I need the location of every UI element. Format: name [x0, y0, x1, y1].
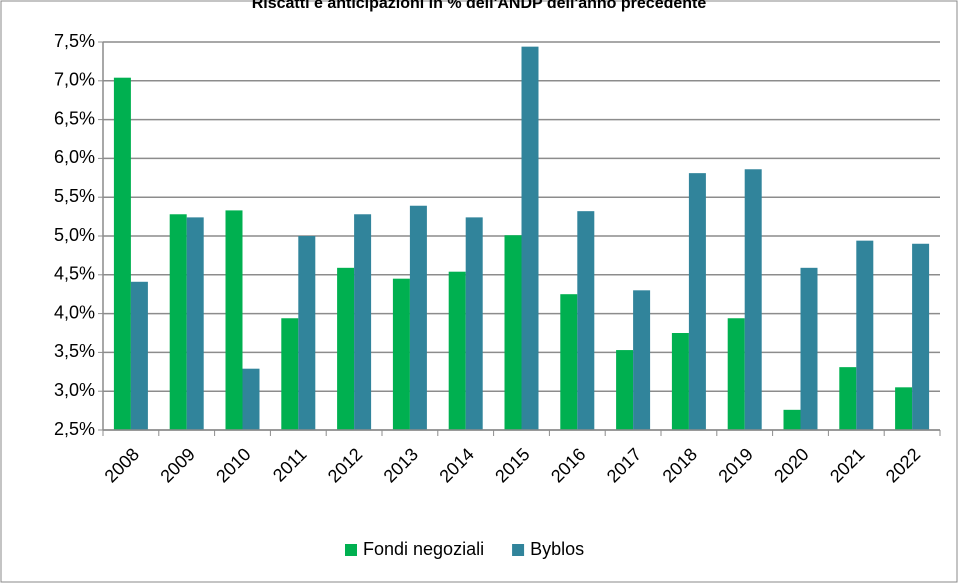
legend-label: Fondi negoziali [363, 539, 484, 559]
bar [504, 235, 522, 430]
chart-title: Riscatti e anticipazioni in % dell'ANDP … [252, 0, 707, 12]
bar [744, 169, 762, 430]
bar [521, 46, 539, 430]
y-tick-label: 4,5% [54, 264, 95, 284]
bar [281, 318, 299, 430]
legend-swatch [512, 544, 525, 556]
bar [354, 214, 372, 430]
bar [671, 333, 689, 430]
y-tick-label: 3,0% [54, 380, 95, 400]
y-tick-label: 6,0% [54, 147, 95, 167]
bar [169, 214, 187, 430]
bar [577, 211, 595, 430]
bar [113, 77, 131, 431]
y-tick-label: 3,5% [54, 341, 95, 361]
bar [465, 217, 483, 430]
y-tick-label: 6,5% [54, 108, 95, 128]
bar [409, 205, 427, 430]
bar [448, 271, 466, 430]
bar [839, 367, 857, 430]
bar [800, 267, 818, 430]
bar [783, 409, 801, 430]
bar [688, 173, 706, 431]
bar [895, 387, 913, 430]
bar [856, 240, 874, 430]
bar [186, 217, 204, 430]
y-tick-label: 2,5% [54, 419, 95, 439]
bar [392, 278, 410, 430]
legend-label: Byblos [530, 539, 584, 559]
bar [616, 350, 634, 430]
bar [130, 281, 148, 430]
bar [225, 210, 243, 430]
y-tick-label: 5,0% [54, 225, 95, 245]
bar [727, 318, 745, 430]
bar [560, 294, 578, 430]
y-tick-label: 7,5% [54, 31, 95, 51]
bar [633, 290, 651, 430]
y-tick-label: 5,5% [54, 186, 95, 206]
bar [242, 368, 260, 430]
y-tick-label: 4,0% [54, 302, 95, 322]
y-tick-label: 7,0% [54, 70, 95, 90]
bar [337, 267, 355, 430]
legend-swatch [345, 544, 357, 556]
bar [298, 236, 316, 430]
bar [912, 243, 930, 430]
